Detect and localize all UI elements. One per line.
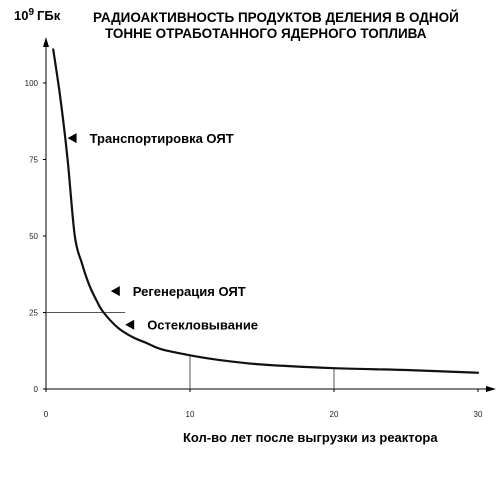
chart-title-line-2: ТОННЕ ОТРАБОТАННОГО ЯДЕРНОГО ТОПЛИВА [105, 26, 427, 41]
y-axis-arrow [43, 37, 49, 47]
reference-lines [46, 312, 335, 389]
annotation-label: Остекловывание [147, 318, 258, 333]
y-tick-label: 50 [29, 232, 38, 241]
y-tick-label: 100 [25, 79, 39, 88]
annotation-marker [67, 133, 77, 144]
axes [43, 37, 496, 392]
tick-labels: 0 25 50 75 100 0 10 20 30 [25, 79, 483, 419]
series-group [52, 48, 480, 374]
y-axis-label-exponent: 9 [28, 7, 34, 18]
y-axis-label-unit: ГБк [37, 8, 61, 23]
annotations: Транспортировка ОЯТ Регенерация ОЯТ Остекл… [67, 131, 258, 333]
annotation-marker [110, 286, 120, 297]
y-axis-label: 109 ГБк [14, 7, 61, 23]
series-line [52, 48, 480, 374]
annotation-label: Транспортировка ОЯТ [90, 131, 234, 146]
y-tick-label: 25 [29, 309, 38, 318]
x-axis-label: Кол-во лет после выгрузки из реактора [183, 430, 438, 445]
x-tick-label: 0 [44, 410, 49, 419]
x-tick-label: 20 [330, 410, 339, 419]
annotation-label: Регенерация ОЯТ [133, 284, 246, 299]
x-axis-arrow [486, 386, 496, 392]
y-axis-label-base: 10 [14, 8, 28, 23]
annotation-marker [125, 319, 135, 330]
y-tick-label: 0 [34, 385, 39, 394]
chart-title-line-1: РАДИОАКТИВНОСТЬ ПРОДУКТОВ ДЕЛЕНИЯ В ОДНО… [93, 10, 459, 25]
x-tick-label: 30 [474, 410, 483, 419]
x-tick-label: 10 [186, 410, 195, 419]
y-tick-label: 75 [29, 156, 38, 165]
